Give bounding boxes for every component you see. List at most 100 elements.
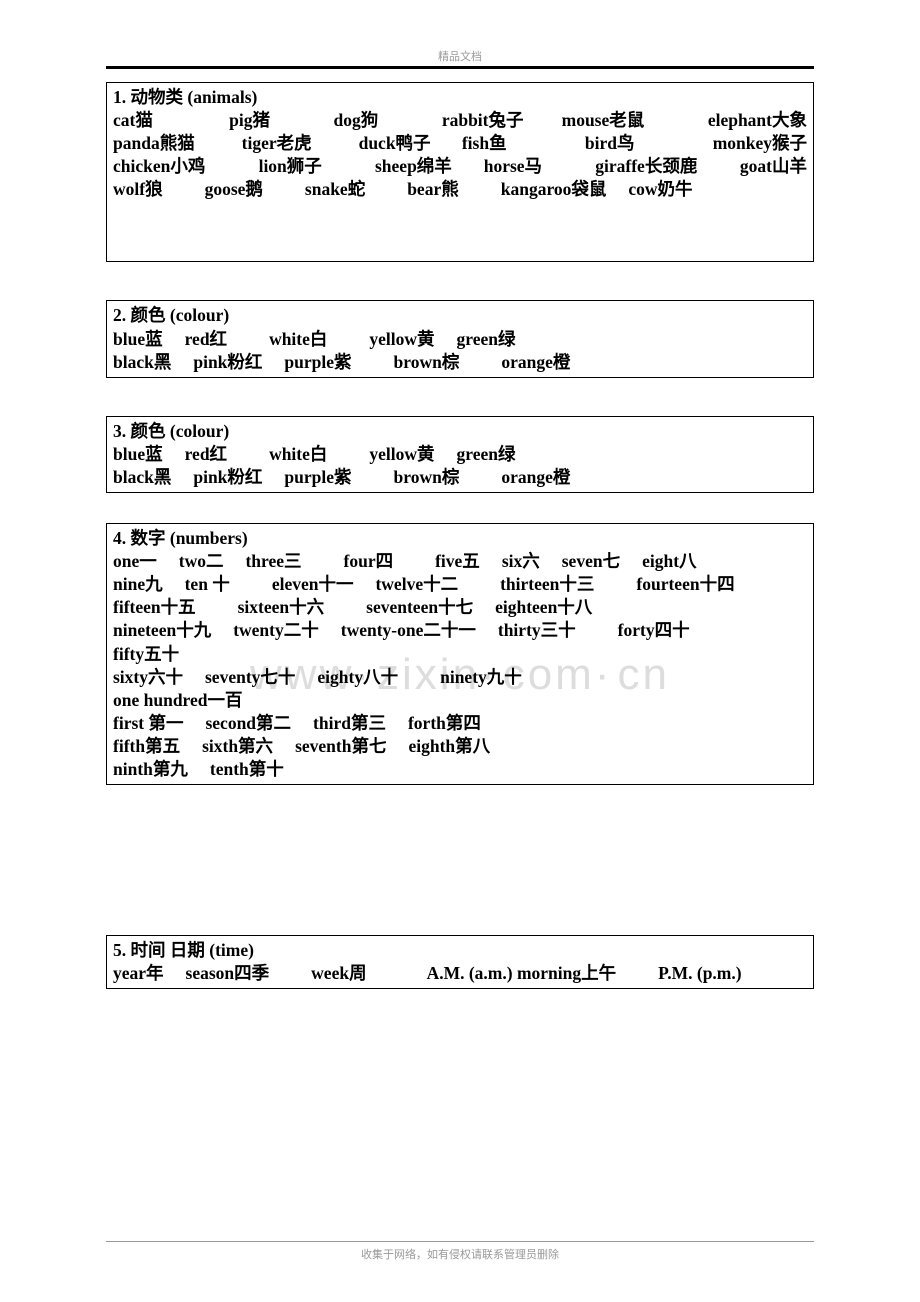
section-title: 5. 时间 日期 (time) xyxy=(113,939,807,962)
vocab-word: horse马 xyxy=(484,155,542,178)
vocab-word: first 第一 xyxy=(113,712,183,735)
vocab-word: tenth第十 xyxy=(210,758,284,781)
vocab-line: first 第一 second第二 third第三 forth第四 xyxy=(113,712,807,735)
vocab-word: black黑 xyxy=(113,351,171,374)
vocab-line: panda熊猫 tiger老虎 duck鸭子 fish鱼 bird鸟 monke… xyxy=(113,132,807,155)
vocab-line: year年 season四季 week周 A.M. (a.m.) morning… xyxy=(113,962,807,985)
vocab-word: A.M. (a.m.) morning上午 xyxy=(427,962,617,985)
header-line xyxy=(106,66,814,69)
vocab-word: giraffe长颈鹿 xyxy=(595,155,697,178)
vocab-word: forth第四 xyxy=(408,712,481,735)
vocab-word: one一 xyxy=(113,550,157,573)
section-title: 4. 数字 (numbers) xyxy=(113,527,807,550)
vocab-word: week周 xyxy=(311,962,366,985)
vocab-word: twelve十二 xyxy=(375,573,458,596)
vocab-word: P.M. (p.m.) xyxy=(658,962,741,985)
vocab-word: fifth第五 xyxy=(113,735,180,758)
vocab-line: nineteen十九 twenty二十 twenty-one二十一 thirty… xyxy=(113,619,807,642)
vocab-word: thirty三十 xyxy=(498,619,576,642)
vocab-word: red红 xyxy=(185,443,227,466)
vocab-line: fifth第五 sixth第六 seventh第七 eighth第八 xyxy=(113,735,807,758)
vocab-word: kangaroo袋鼠 xyxy=(501,178,607,201)
vocab-word: third第三 xyxy=(313,712,386,735)
vocab-word: fifteen十五 xyxy=(113,596,196,619)
vocab-word: eleven十一 xyxy=(272,573,354,596)
vocab-line: blue蓝 red红 white白 yellow黄 green绿 xyxy=(113,443,807,466)
vocab-word: green绿 xyxy=(457,443,516,466)
vocab-word: rabbit兔子 xyxy=(442,109,524,132)
vocab-word: sixth第六 xyxy=(202,735,273,758)
vocab-word: eight八 xyxy=(642,550,696,573)
vocab-line: ninth第九 tenth第十 xyxy=(113,758,807,781)
vocab-word: seventeen十七 xyxy=(366,596,473,619)
vocab-word: bear熊 xyxy=(407,178,459,201)
vocab-word: season四季 xyxy=(186,962,270,985)
vocab-word: duck鸭子 xyxy=(359,132,431,155)
vocab-word: green绿 xyxy=(457,328,516,351)
vocab-word: twenty二十 xyxy=(233,619,319,642)
vocab-word: tiger老虎 xyxy=(242,132,312,155)
vocab-line: blue蓝 red红 white白 yellow黄 green绿 xyxy=(113,328,807,351)
section-animals: 1. 动物类 (animals) cat猫 pig猪 dog狗 rabbit兔子… xyxy=(106,82,814,262)
section-title: 2. 颜色 (colour) xyxy=(113,304,807,327)
vocab-word: orange橙 xyxy=(501,466,570,489)
vocab-word: second第二 xyxy=(205,712,291,735)
vocab-word: eighty八十 xyxy=(317,666,398,689)
vocab-word: nine九 xyxy=(113,573,163,596)
vocab-line: cat猫 pig猪 dog狗 rabbit兔子 mouse老鼠 elephant… xyxy=(113,109,807,132)
vocab-line: fifteen十五 sixteen十六 seventeen十七 eighteen… xyxy=(113,596,807,619)
vocab-word: cat猫 xyxy=(113,109,153,132)
header-text: 精品文档 xyxy=(0,48,920,64)
vocab-word: ninety九十 xyxy=(440,666,522,689)
section-time: 5. 时间 日期 (time) year年 season四季 week周 A.M… xyxy=(106,935,814,989)
vocab-word: one hundred一百 xyxy=(113,689,243,712)
vocab-word: yellow黄 xyxy=(369,443,434,466)
vocab-word: purple紫 xyxy=(284,351,351,374)
vocab-word: white白 xyxy=(269,328,327,351)
vocab-word: two二 xyxy=(179,550,224,573)
vocab-word: forty四十 xyxy=(618,619,690,642)
vocab-word: blue蓝 xyxy=(113,443,163,466)
vocab-word: seventh第七 xyxy=(295,735,386,758)
section-numbers: 4. 数字 (numbers) one一 two二 three三 four四 f… xyxy=(106,523,814,785)
vocab-word: wolf狼 xyxy=(113,178,163,201)
vocab-word: year年 xyxy=(113,962,164,985)
vocab-word: seventy七十 xyxy=(205,666,295,689)
footer-text: 收集于网络，如有侵权请联系管理员删除 xyxy=(0,1246,920,1262)
vocab-word: goat山羊 xyxy=(740,155,807,178)
vocab-word: thirteen十三 xyxy=(500,573,594,596)
vocab-word: goose鹅 xyxy=(205,178,263,201)
vocab-word: chicken小鸡 xyxy=(113,155,205,178)
vocab-line: black黑 pink粉红 purple紫 brown棕 orange橙 xyxy=(113,351,807,374)
vocab-word: bird鸟 xyxy=(585,132,635,155)
vocab-word: four四 xyxy=(344,550,394,573)
vocab-word: orange橙 xyxy=(501,351,570,374)
vocab-line: fifty五十 xyxy=(113,643,807,666)
vocab-word: sixty六十 xyxy=(113,666,183,689)
vocab-word: sixteen十六 xyxy=(238,596,325,619)
vocab-word: brown棕 xyxy=(394,466,460,489)
vocab-word: pink粉红 xyxy=(193,351,262,374)
document-content: 1. 动物类 (animals) cat猫 pig猪 dog狗 rabbit兔子… xyxy=(106,82,814,989)
vocab-line: one hundred一百 xyxy=(113,689,807,712)
vocab-line: wolf狼 goose鹅 snake蛇 bear熊 kangaroo袋鼠 cow… xyxy=(113,178,807,201)
vocab-word: panda熊猫 xyxy=(113,132,195,155)
vocab-word: eighth第八 xyxy=(408,735,490,758)
vocab-word: three三 xyxy=(245,550,301,573)
vocab-word: dog狗 xyxy=(334,109,379,132)
vocab-word: lion狮子 xyxy=(259,155,322,178)
vocab-word: six六 xyxy=(502,550,540,573)
section-colour-2: 2. 颜色 (colour) blue蓝 red红 white白 yellow黄… xyxy=(106,300,814,377)
vocab-line: chicken小鸡 lion狮子 sheep绵羊 horse马 giraffe长… xyxy=(113,155,807,178)
vocab-word: ninth第九 xyxy=(113,758,188,781)
vocab-word: cow奶牛 xyxy=(628,178,692,201)
vocab-word: nineteen十九 xyxy=(113,619,211,642)
vocab-word: fifty五十 xyxy=(113,643,179,666)
vocab-word: brown棕 xyxy=(394,351,460,374)
section-title: 1. 动物类 (animals) xyxy=(113,86,807,109)
vocab-word: pig猪 xyxy=(229,109,270,132)
section-colour-3: 3. 颜色 (colour) blue蓝 red红 white白 yellow黄… xyxy=(106,416,814,493)
vocab-word: twenty-one二十一 xyxy=(341,619,476,642)
vocab-word: pink粉红 xyxy=(193,466,262,489)
vocab-word: red红 xyxy=(185,328,227,351)
